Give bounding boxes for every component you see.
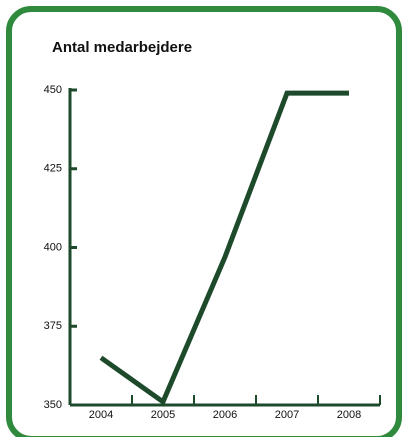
x-tick-label: 2007: [275, 409, 299, 421]
y-tick-label: 350: [44, 399, 62, 411]
x-tick-label: 2005: [151, 409, 175, 421]
frame: [6, 6, 402, 442]
x-tick-label: 2004: [89, 409, 113, 421]
x-tick-label: 2006: [213, 409, 237, 421]
y-tick-label: 375: [44, 320, 62, 332]
line: [99, 90, 349, 406]
y-tick-label: 400: [44, 241, 62, 253]
x-tick-label: 2008: [337, 409, 361, 421]
y-tick-label: 450: [44, 84, 62, 96]
y-tick-label: 425: [44, 163, 62, 175]
chart-title: Antal medarbejdere: [52, 39, 192, 56]
